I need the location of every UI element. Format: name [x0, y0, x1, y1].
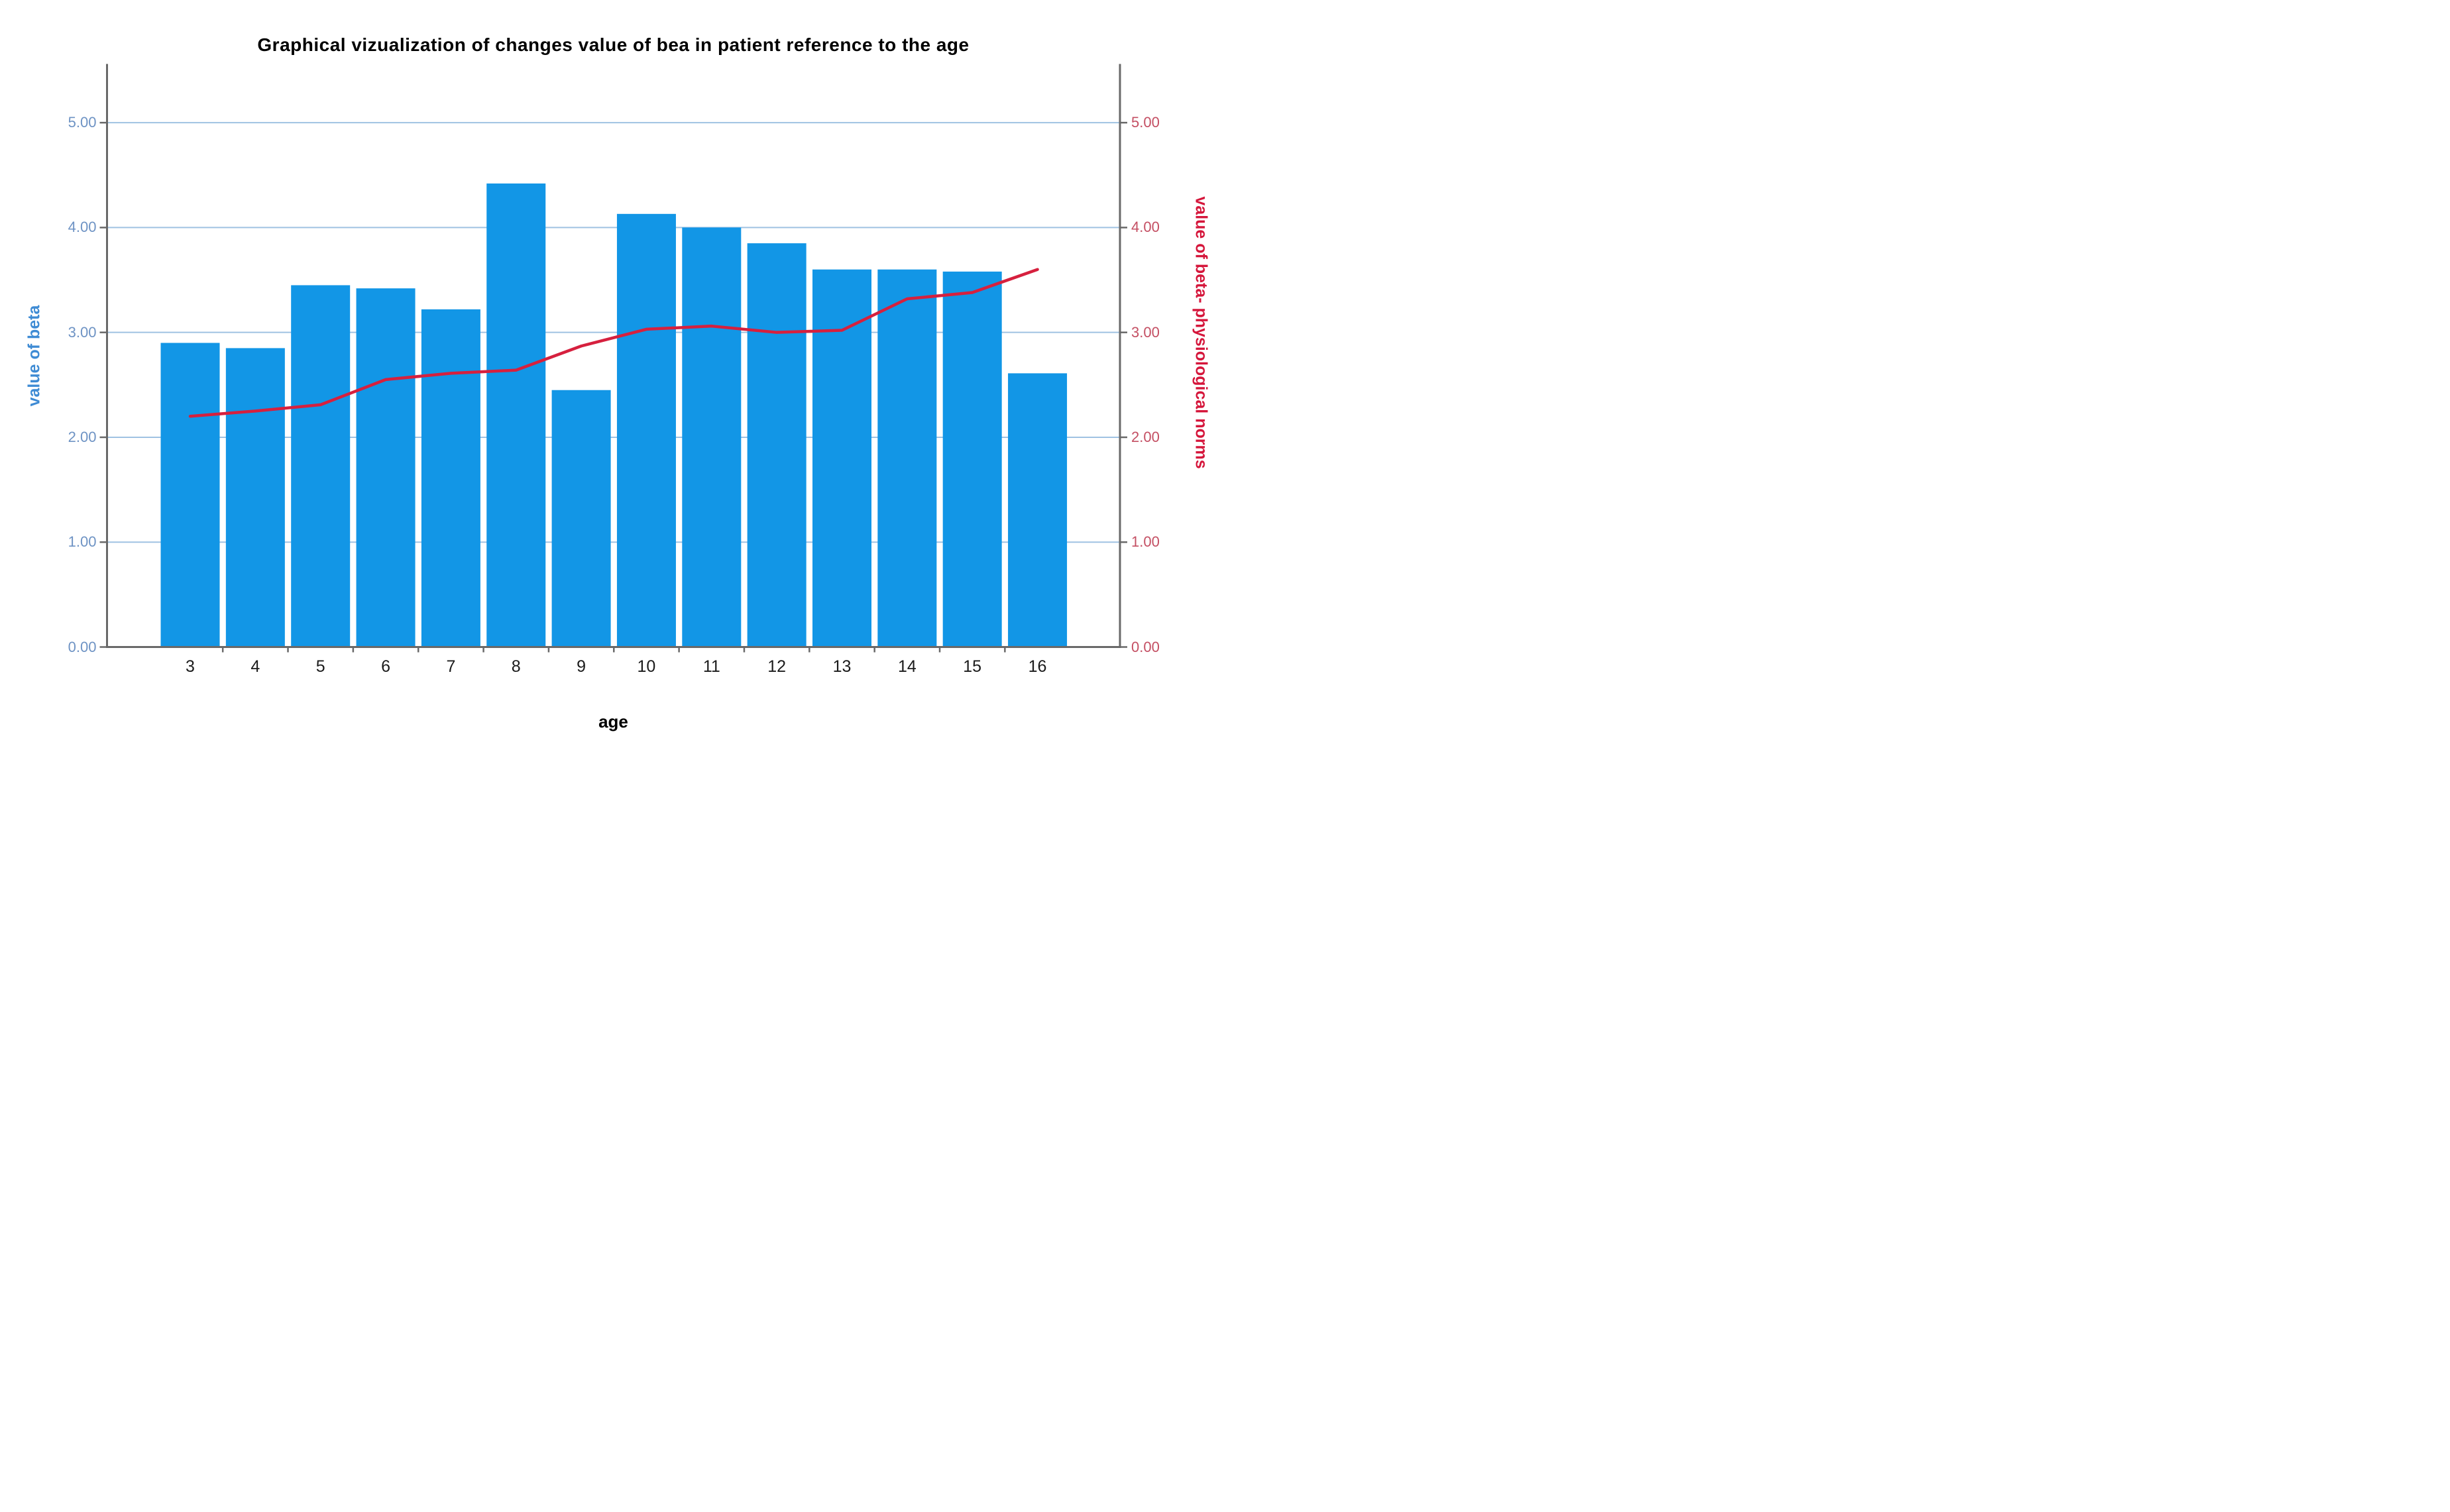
x-tick-label-13: 13 — [832, 657, 852, 676]
y-axis-left-title: value of beta — [25, 305, 44, 406]
bar-age-4 — [225, 348, 285, 647]
y-right-tick-label-4.00: 4.00 — [1131, 219, 1160, 236]
y-right-tick-label-1.00: 1.00 — [1131, 533, 1160, 551]
y-left-tick-label-4.00: 4.00 — [68, 219, 97, 236]
bar-age-16 — [1008, 373, 1068, 647]
y-left-tick-label-3.00: 3.00 — [68, 323, 97, 341]
y-left-tick-label-2.00: 2.00 — [68, 428, 97, 445]
bar-age-6 — [356, 288, 416, 647]
bar-age-15 — [942, 271, 1002, 647]
bar-age-14 — [877, 269, 937, 647]
chart-container: Graphical vizualization of changes value… — [0, 0, 1225, 756]
y-right-tick-label-2.00: 2.00 — [1131, 428, 1160, 445]
x-tick-label-5: 5 — [315, 657, 325, 676]
y-right-tick-label-0.00: 0.00 — [1131, 638, 1160, 655]
y-right-tick-label-5.00: 5.00 — [1131, 114, 1160, 131]
x-tick-label-15: 15 — [963, 657, 982, 676]
norms-line — [188, 268, 1039, 418]
bar-age-8 — [486, 183, 546, 647]
y-left-tick-label-1.00: 1.00 — [68, 533, 97, 551]
x-tick-label-6: 6 — [381, 657, 390, 676]
bar-age-12 — [747, 243, 807, 647]
y-axis-right-title: value of beta- physiological norms — [1192, 195, 1211, 469]
x-tick-label-12: 12 — [767, 657, 787, 676]
x-tick-label-11: 11 — [702, 657, 720, 676]
x-tick-label-3: 3 — [186, 657, 195, 676]
bar-age-10 — [616, 213, 676, 647]
x-tick-label-14: 14 — [897, 657, 917, 676]
x-tick-label-4: 4 — [251, 657, 260, 676]
bar-age-9 — [551, 390, 611, 647]
bar-age-5 — [291, 285, 351, 647]
x-tick-label-9: 9 — [577, 657, 586, 676]
y-left-tick-label-0.00: 0.00 — [68, 638, 97, 655]
bar-age-11 — [682, 227, 742, 647]
x-tick-label-16: 16 — [1028, 657, 1047, 676]
y-left-tick-label-5.00: 5.00 — [68, 114, 97, 131]
bar-age-13 — [812, 269, 871, 647]
chart-title: Graphical vizualization of changes value… — [257, 34, 970, 55]
x-axis-title: age — [598, 712, 628, 731]
y-right-tick-label-3.00: 3.00 — [1131, 323, 1160, 341]
x-tick-label-8: 8 — [511, 657, 521, 676]
bar-age-7 — [421, 309, 480, 647]
bar-age-3 — [160, 343, 220, 647]
plot-area — [99, 64, 1127, 653]
x-tick-label-7: 7 — [446, 657, 456, 676]
x-tick-label-10: 10 — [637, 657, 656, 676]
